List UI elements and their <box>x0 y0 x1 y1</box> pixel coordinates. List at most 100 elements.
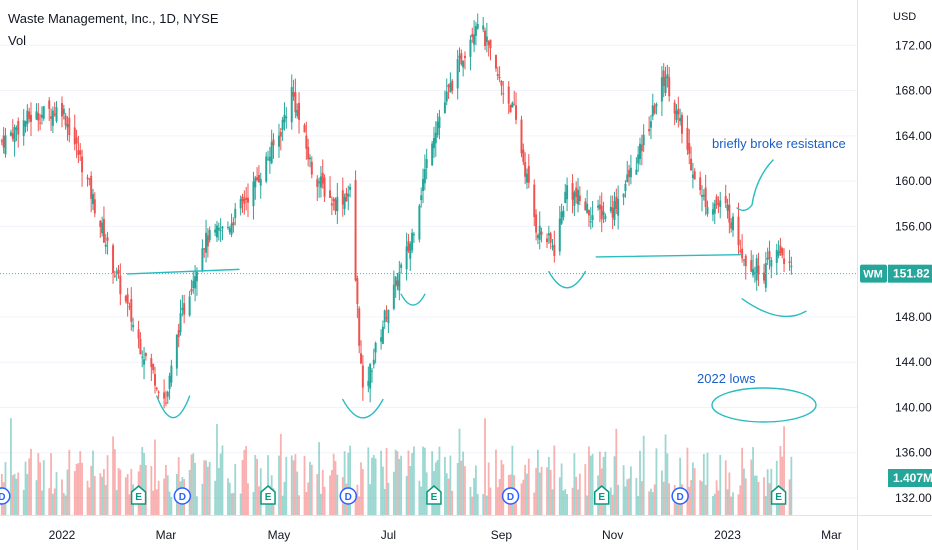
volume-bar <box>15 478 18 515</box>
candle-body <box>699 177 702 191</box>
candle-body <box>551 246 554 248</box>
candle-body <box>50 116 53 119</box>
candle-body <box>305 135 308 149</box>
candle-body <box>332 198 335 202</box>
candles <box>0 13 793 409</box>
candle-body <box>188 296 191 316</box>
earnings-marker-icon[interactable] <box>770 485 787 505</box>
volume-bar <box>527 458 530 515</box>
candle-body <box>770 259 773 267</box>
candle-body <box>611 207 614 218</box>
candle-body <box>469 39 472 57</box>
volume-bar <box>726 489 729 515</box>
candle-body <box>381 326 384 344</box>
volume-bar <box>489 487 492 515</box>
candle-body <box>458 55 461 59</box>
dividend-marker-icon[interactable] <box>173 487 192 505</box>
volume-bar <box>113 449 116 515</box>
candle-body <box>617 198 620 216</box>
candle-body <box>622 193 625 198</box>
volume-bar <box>409 466 412 515</box>
candle-body <box>649 121 652 128</box>
candle-body <box>560 211 563 224</box>
volume-bar <box>551 489 554 515</box>
candle-body <box>9 132 12 136</box>
volume-bar <box>447 478 450 515</box>
volume-bar <box>487 462 490 515</box>
candle-body <box>303 125 306 133</box>
volume-bar <box>666 453 669 515</box>
volume-bar <box>456 462 459 515</box>
candle-body <box>104 244 107 247</box>
volume-bar <box>230 493 233 515</box>
candle-body <box>527 165 530 183</box>
candle-body <box>243 198 246 204</box>
candle-body <box>143 359 146 365</box>
candle-body <box>515 105 518 120</box>
volume-bar <box>691 462 694 515</box>
volume-bar <box>192 453 195 515</box>
candle-body <box>688 143 691 154</box>
volume-bar <box>86 480 89 515</box>
candle-body <box>648 128 651 132</box>
volume-bar <box>196 496 198 515</box>
dividend-marker-icon[interactable] <box>0 487 11 505</box>
volume-bar <box>90 465 93 515</box>
volume-bar <box>764 496 767 515</box>
volume-bar <box>163 478 166 515</box>
candle-body <box>230 223 233 235</box>
volume-bar <box>354 496 357 515</box>
candle-body <box>226 226 229 228</box>
candle-body <box>219 230 222 232</box>
dividend-marker-icon[interactable] <box>501 487 520 505</box>
volume-bar <box>573 453 576 515</box>
candle-body <box>241 196 244 202</box>
x-tick-label: Sep <box>491 528 513 542</box>
candle-body <box>119 275 122 295</box>
volume-bar <box>343 451 346 515</box>
volume-bar <box>77 463 80 515</box>
candle-body <box>292 92 295 97</box>
low-arc-5 <box>741 298 807 318</box>
event-marker-label: E <box>431 492 438 503</box>
candle-body <box>524 162 527 177</box>
volume-bar <box>318 442 320 515</box>
earnings-marker-icon[interactable] <box>426 485 442 505</box>
event-marker-label: E <box>265 492 272 503</box>
volume-bar <box>398 459 401 515</box>
annotation-2022-lows: 2022 lows <box>697 371 756 386</box>
dividend-marker-icon[interactable] <box>671 487 689 505</box>
candle-body <box>60 103 63 117</box>
annotation-arrow <box>736 159 774 212</box>
volume-bar <box>713 493 716 515</box>
volume-bar <box>281 495 284 515</box>
candle-body <box>296 109 299 117</box>
volume-bar <box>68 449 71 515</box>
volume-bar <box>712 496 714 515</box>
volume-bar <box>22 489 25 515</box>
last-volume-box <box>888 469 932 487</box>
earnings-marker-icon[interactable] <box>593 485 610 505</box>
earnings-marker-icon[interactable] <box>130 485 147 505</box>
earnings-marker-icon[interactable] <box>260 485 276 505</box>
last-price-symbol-box <box>860 264 887 283</box>
volume-bar <box>653 484 656 515</box>
candle-body <box>591 215 594 221</box>
candle-body <box>522 149 525 162</box>
volume-bar <box>436 460 439 515</box>
volume-bar <box>717 490 720 515</box>
volume-bar <box>73 471 76 515</box>
event-marker-label: E <box>598 492 605 503</box>
volume-bar <box>126 474 129 515</box>
candle-body <box>730 222 733 229</box>
candle-body <box>383 310 386 323</box>
volume-bar <box>768 483 771 515</box>
volume-bar <box>219 453 222 515</box>
volume-bar <box>464 466 466 515</box>
volume-bar <box>247 483 249 515</box>
volume-bar <box>37 453 40 515</box>
volume-bar <box>624 486 627 515</box>
candle-body <box>79 150 82 155</box>
dividend-marker-icon[interactable] <box>339 487 358 505</box>
